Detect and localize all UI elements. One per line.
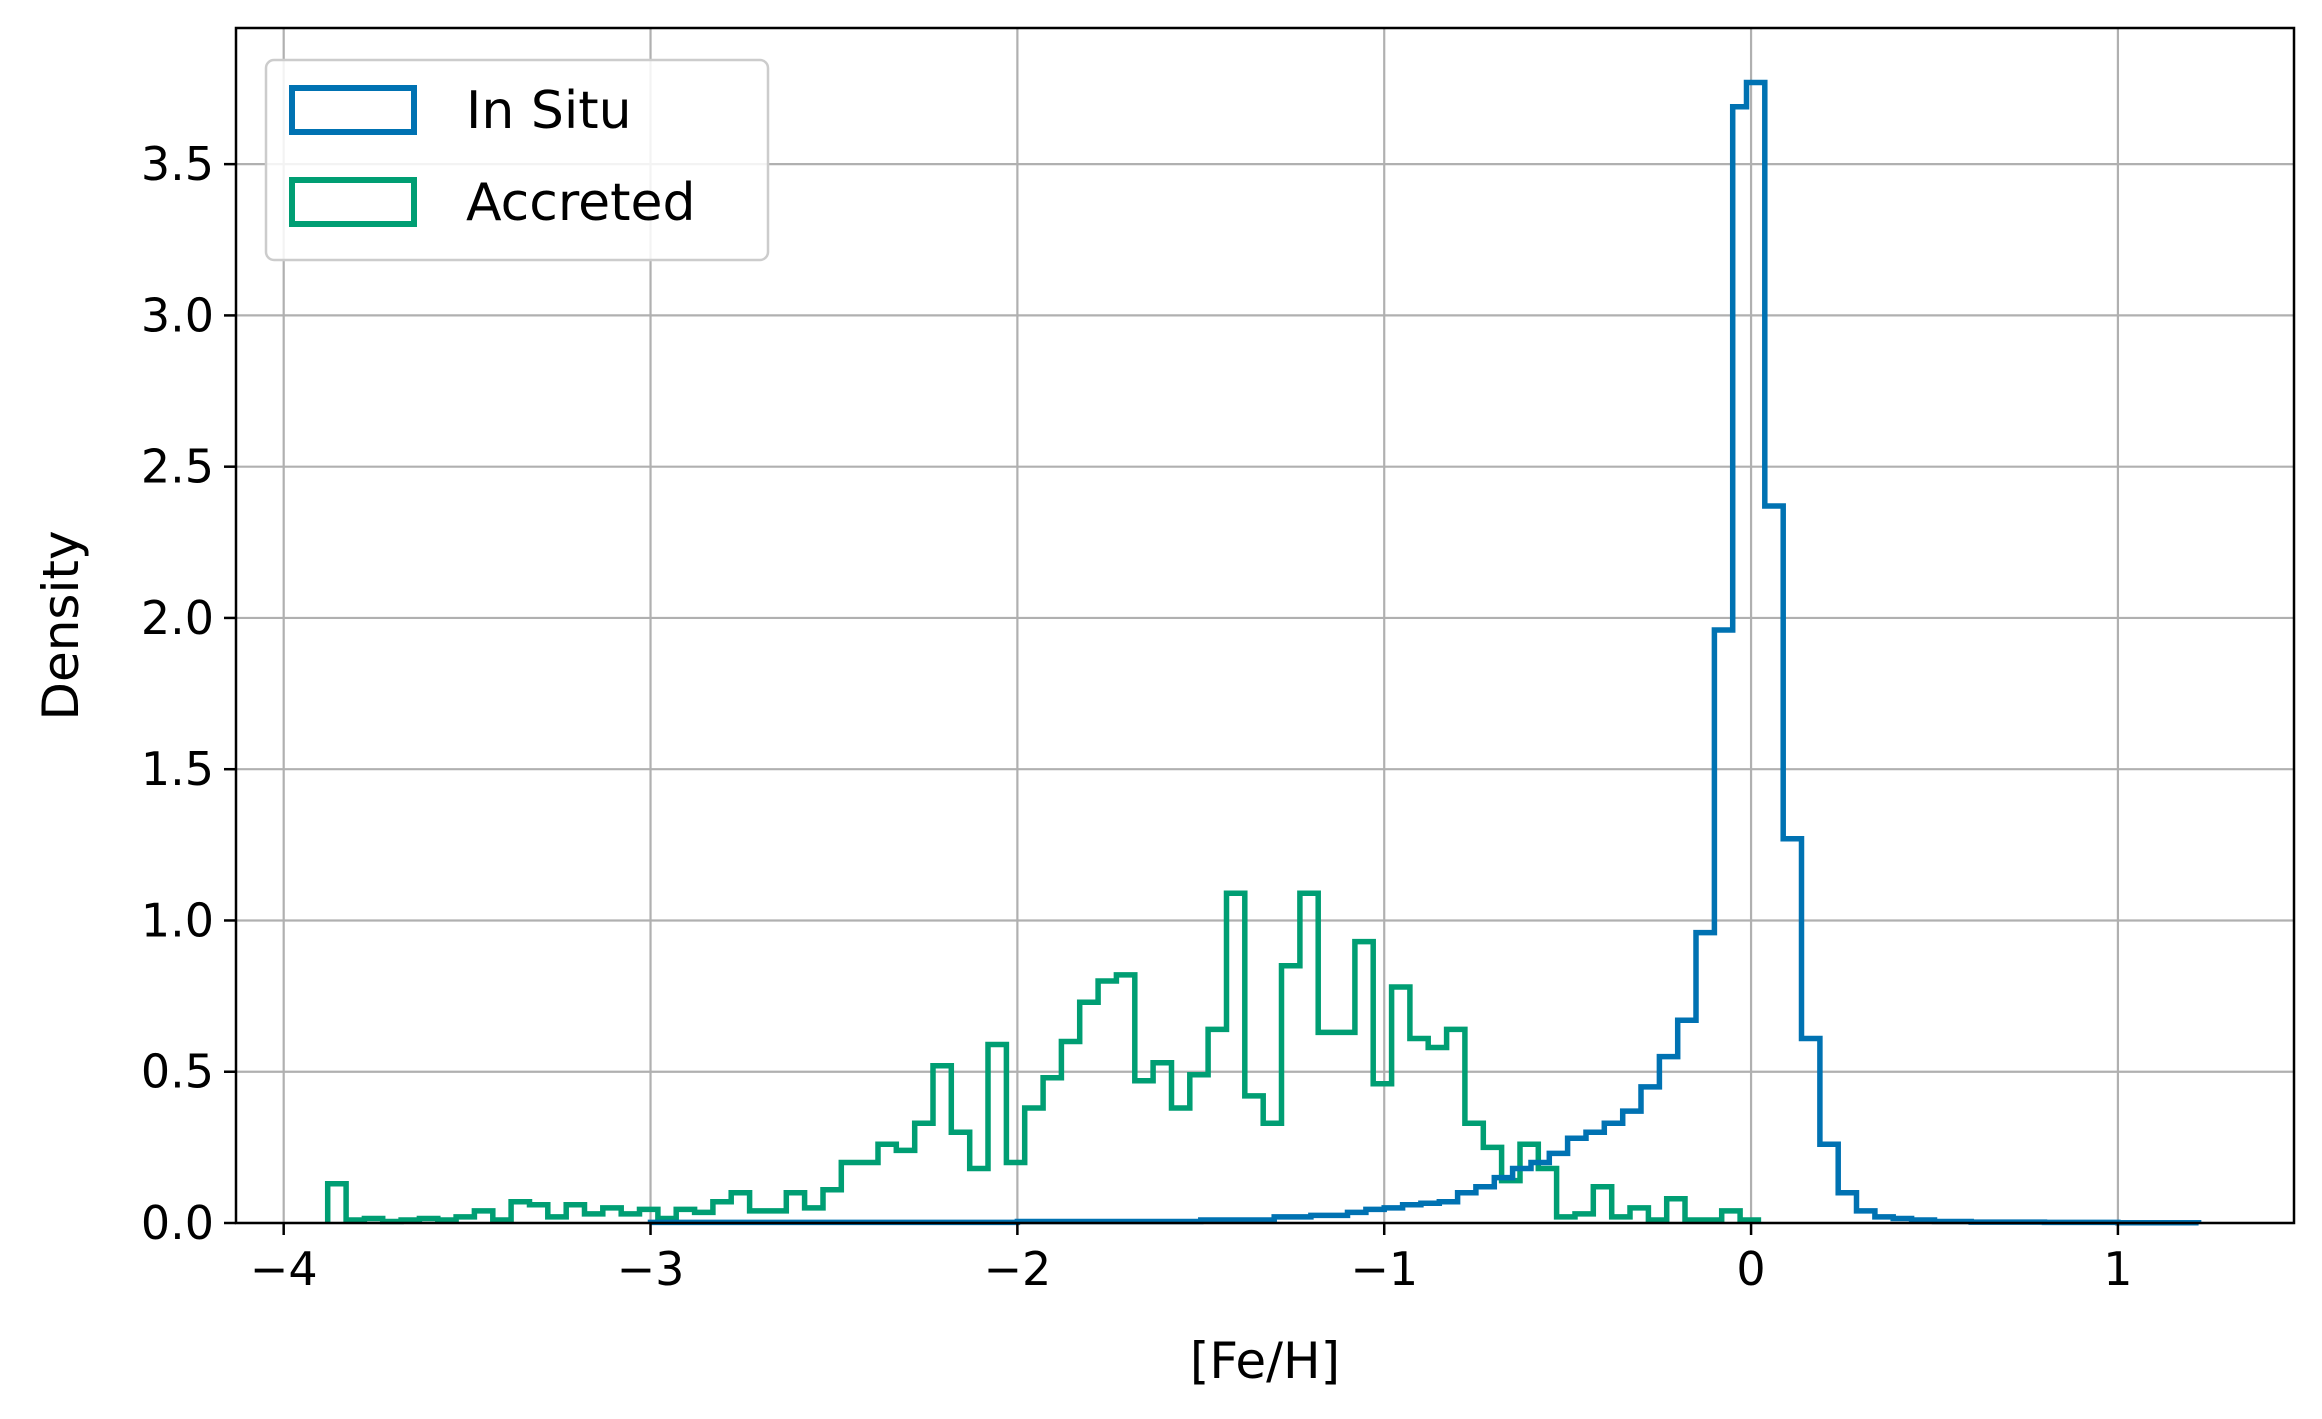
y-tick-label: 0.0 [141,1196,214,1250]
y-tick-label: 1.5 [141,742,214,796]
histogram-series-accreted [324,890,1762,1225]
x-tick-label: −4 [250,1242,318,1296]
plot-series [324,79,2202,1226]
y-tick-label: 3.0 [141,288,214,342]
x-tick-label: 1 [2103,1242,2132,1296]
plot-frame [234,26,2296,1225]
legend-box [264,58,770,262]
y-tick-label: 3.5 [141,137,214,191]
x-axis-label: [Fe/H] [1190,1332,1340,1390]
legend: In Situ Accreted [264,58,770,262]
y-axis: 0.0 0.5 1.0 1.5 2.0 2.5 3.0 3.5 [141,137,236,1250]
x-axis: −4 −3 −2 −1 0 1 [250,1223,2133,1296]
y-tick-label: 2.5 [141,440,214,494]
y-tick-label: 1.0 [141,893,214,947]
grid [236,28,2294,1225]
x-tick-label: 0 [1736,1242,1765,1296]
x-tick-label: −2 [983,1242,1051,1296]
histogram-series-in-situ [647,79,2202,1226]
y-axis-label: Density [32,530,90,720]
legend-swatch-accreted [289,177,417,227]
y-tick-label: 0.5 [141,1045,214,1099]
x-tick-label: −3 [617,1242,685,1296]
legend-label-in-situ: In Situ [466,81,632,141]
legend-label-accreted: Accreted [466,173,695,233]
legend-swatch-in-situ [289,85,417,135]
y-tick-label: 2.0 [141,591,214,645]
x-tick-label: −1 [1350,1242,1418,1296]
